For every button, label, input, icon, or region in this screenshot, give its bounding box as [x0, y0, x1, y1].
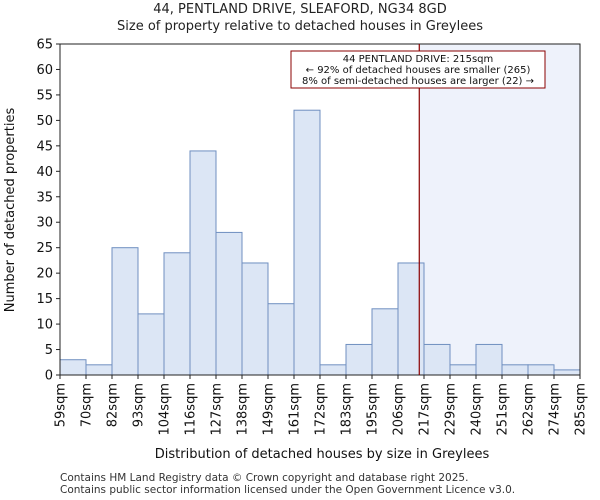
- y-tick-label: 35: [36, 190, 53, 205]
- bar-127sqm: [215, 231, 243, 376]
- x-tick-label: 138sqm: [236, 383, 251, 436]
- bar-217sqm: [423, 343, 451, 376]
- x-tick-label: 149sqm: [262, 383, 277, 436]
- x-tick-label: 93sqm: [132, 383, 147, 427]
- x-tick-label: 229sqm: [444, 383, 459, 436]
- y-tick-label: 65: [36, 38, 53, 53]
- x-tick-label: 262sqm: [522, 383, 537, 436]
- y-tick-label: 10: [36, 318, 53, 333]
- x-tick-label: 116sqm: [184, 383, 199, 436]
- y-tick-label: 60: [36, 63, 53, 78]
- bar-274sqm: [553, 369, 581, 376]
- x-tick-label: 274sqm: [548, 383, 563, 436]
- bar-116sqm: [189, 150, 217, 376]
- x-tick-label: 206sqm: [392, 383, 407, 436]
- bar-138sqm: [241, 262, 269, 376]
- bar-240sqm: [475, 343, 503, 376]
- x-tick-label: 251sqm: [496, 383, 511, 436]
- bar-262sqm: [527, 364, 555, 376]
- y-tick-label: 15: [36, 292, 53, 307]
- annotation-property-size: 44 PENTLAND DRIVE: 215sqm: [343, 54, 494, 65]
- y-tick-label: 40: [36, 165, 53, 180]
- footer-licence: Contains public sector information licen…: [60, 484, 516, 496]
- x-tick-label: 70sqm: [80, 383, 95, 427]
- x-tick-label: 217sqm: [418, 383, 433, 436]
- x-axis-label: Distribution of detached houses by size …: [155, 447, 490, 462]
- bar-172sqm: [319, 364, 347, 376]
- x-tick-label: 104sqm: [158, 383, 173, 436]
- x-tick-label: 127sqm: [210, 383, 225, 436]
- bar-82sqm: [111, 247, 139, 376]
- x-tick-label: 172sqm: [314, 383, 329, 436]
- highlight-region: [419, 44, 580, 375]
- y-tick-label: 55: [36, 88, 53, 103]
- y-tick-label: 45: [36, 139, 53, 154]
- bar-104sqm: [163, 252, 191, 376]
- y-tick-label: 0: [45, 369, 53, 384]
- bar-93sqm: [137, 313, 165, 376]
- y-axis-label: Number of detached properties: [3, 108, 18, 313]
- y-tick-label: 50: [36, 114, 53, 129]
- bar-70sqm: [85, 364, 113, 376]
- y-tick-label: 5: [45, 343, 53, 358]
- x-tick-label: 161sqm: [288, 383, 303, 436]
- footer-copyright: Contains HM Land Registry data © Crown c…: [60, 472, 469, 484]
- bar-229sqm: [449, 364, 477, 376]
- x-tick-label: 285sqm: [574, 383, 589, 436]
- y-tick-label: 20: [36, 267, 53, 282]
- y-tick-label: 25: [36, 241, 53, 256]
- y-tick-label: 30: [36, 216, 53, 231]
- annotation-larger-share: 8% of semi-detached houses are larger (2…: [302, 76, 534, 87]
- bar-195sqm: [371, 308, 399, 376]
- bar-251sqm: [501, 364, 529, 376]
- bar-149sqm: [267, 303, 295, 376]
- bar-161sqm: [293, 109, 321, 376]
- x-tick-label: 195sqm: [366, 383, 381, 436]
- bar-206sqm: [397, 262, 425, 376]
- annotation-smaller-share: ← 92% of detached houses are smaller (26…: [306, 65, 531, 76]
- x-tick-label: 183sqm: [340, 383, 355, 436]
- chart-subtitle: Size of property relative to detached ho…: [117, 19, 483, 34]
- annotation-box: [290, 50, 546, 89]
- x-tick-label: 240sqm: [470, 383, 485, 436]
- bar-183sqm: [345, 343, 373, 376]
- chart-title: 44, PENTLAND DRIVE, SLEAFORD, NG34 8GD: [153, 2, 447, 17]
- x-tick-label: 59sqm: [54, 383, 69, 427]
- x-tick-label: 82sqm: [106, 383, 121, 427]
- bar-59sqm: [59, 359, 87, 376]
